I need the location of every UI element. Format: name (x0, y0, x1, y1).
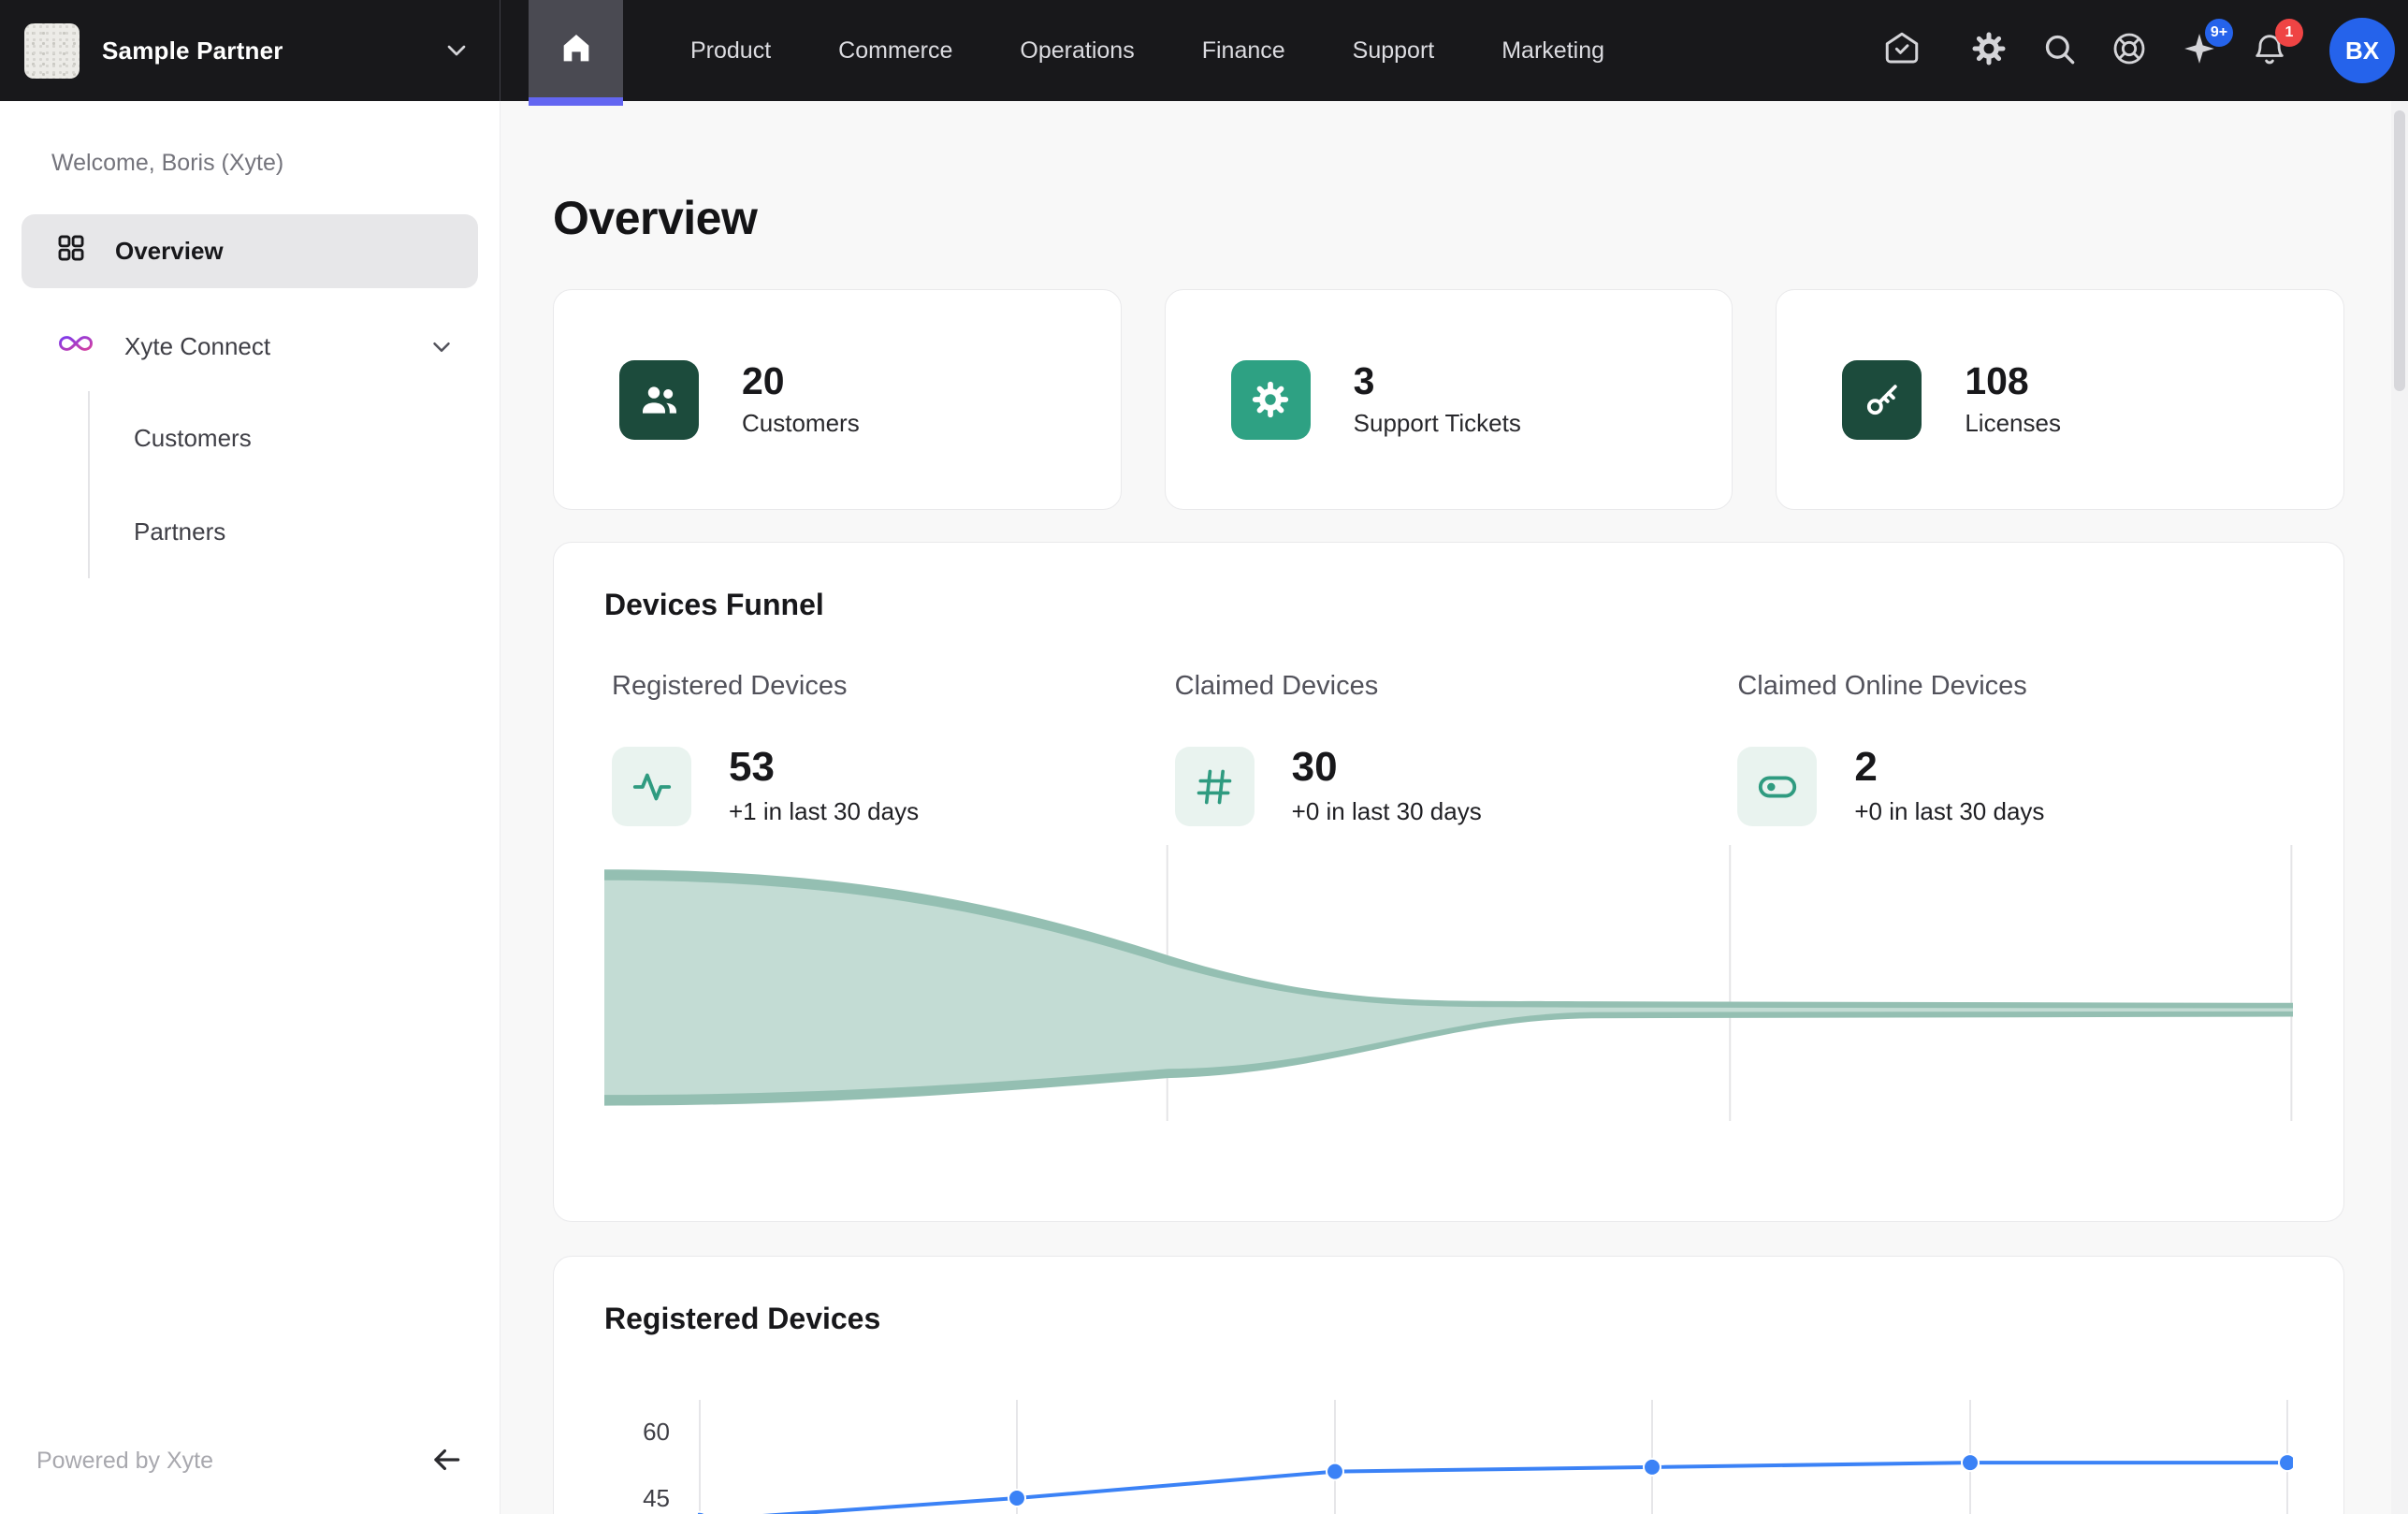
topbar: Sample Partner Product Commerce Operatio… (0, 0, 2408, 106)
search-icon (2040, 30, 2078, 72)
scrollbar-thumb[interactable] (2394, 110, 2405, 391)
sidebar-item-xyte-connect[interactable]: Xyte Connect (22, 310, 478, 384)
connect-subtree: Customers Partners (88, 391, 478, 578)
gear-icon (1970, 30, 2008, 72)
funnel-stage: 2 +0 in last 30 days (1737, 747, 2293, 826)
panel-title: Devices Funnel (604, 588, 824, 621)
stats-row: 20 Customers 3 Support Tickets 108 Licen… (553, 289, 2344, 510)
nav-item-operations[interactable]: Operations (1020, 36, 1135, 64)
stat-label: Licenses (1965, 408, 2061, 437)
tab-home[interactable] (529, 0, 623, 106)
xyte-connect-infinity-icon (55, 331, 96, 362)
stage-value: 30 (1291, 744, 1338, 790)
partner-name: Sample Partner (102, 36, 283, 65)
stage-text: 53 +1 in last 30 days (729, 747, 919, 826)
home-icon (558, 30, 595, 72)
stage-delta: +0 in last 30 days (1854, 797, 2045, 825)
search-button[interactable] (2037, 28, 2082, 73)
key-icon (1842, 359, 1922, 440)
welcome-text: Welcome, Boris (Xyte) (51, 150, 284, 176)
help-lifebuoy-icon (2111, 30, 2148, 72)
stage-text: 2 +0 in last 30 days (1854, 747, 2044, 826)
sidebar-item-partners[interactable]: Partners (134, 517, 226, 546)
y-tick-60: 60 (643, 1418, 670, 1446)
stage-delta: +0 in last 30 days (1291, 797, 1482, 825)
sidebar-footer: Powered by Xyte (36, 1432, 475, 1490)
mail-check-icon (1882, 29, 1922, 73)
funnel-col-title: Claimed Devices (1174, 671, 1379, 701)
funnel-col-claimed: Claimed Devices 30 +0 in last 30 days (1168, 671, 1731, 826)
stat-value: 3 (1353, 359, 1375, 403)
settings-button[interactable] (1966, 28, 2011, 73)
stat-text: 108 Licenses (1965, 361, 2061, 437)
gear-icon (1230, 359, 1311, 440)
collapse-sidebar-button[interactable] (417, 1432, 475, 1490)
sidebar-item-overview[interactable]: Overview (22, 214, 478, 288)
funnel-stage: 30 +0 in last 30 days (1174, 747, 1731, 826)
activity-icon (612, 747, 691, 826)
stat-text: 20 Customers (742, 361, 860, 437)
funnel-chart (604, 845, 2293, 1121)
nav-item-marketing[interactable]: Marketing (1501, 36, 1604, 64)
panel-title: Registered Devices (604, 1302, 881, 1335)
sidebar: Welcome, Boris (Xyte) Overview Xyte Conn… (0, 101, 500, 1514)
ai-badge: 9+ (2205, 19, 2233, 47)
user-avatar[interactable]: BX (2329, 18, 2395, 83)
notifications-button[interactable]: 1 (2247, 19, 2303, 73)
funnel-area-svg (604, 845, 2293, 1121)
stat-label: Support Tickets (1353, 408, 1521, 437)
stat-card-customers[interactable]: 20 Customers (553, 289, 1122, 510)
dashboard-grid-icon (55, 232, 87, 270)
chevron-down-icon (428, 333, 456, 361)
stage-text: 30 +0 in last 30 days (1292, 747, 1482, 826)
arrow-left-icon (428, 1442, 464, 1480)
chevron-down-icon (442, 36, 471, 66)
nav-item-product[interactable]: Product (690, 36, 772, 64)
registered-devices-panel: Registered Devices 60 45 (553, 1256, 2344, 1514)
stat-label: Customers (742, 408, 860, 437)
partner-selector[interactable]: Sample Partner (0, 0, 500, 101)
people-icon (619, 359, 699, 440)
main-content: Overview 20 Customers 3 Support Tickets (500, 101, 2408, 1514)
stage-value: 2 (1854, 744, 1878, 790)
bell-icon (2251, 30, 2288, 72)
nav-item-commerce[interactable]: Commerce (838, 36, 953, 64)
devices-funnel-panel: Devices Funnel Registered Devices 53 +1 … (553, 542, 2344, 1222)
sidebar-item-label: Overview (115, 237, 224, 265)
page-title: Overview (553, 192, 758, 244)
y-tick-45: 45 (643, 1484, 670, 1512)
help-button[interactable] (2107, 28, 2152, 73)
stage-value: 53 (729, 744, 775, 790)
notifications-badge: 1 (2275, 19, 2303, 47)
funnel-col-registered: Registered Devices 53 +1 in last 30 days (604, 671, 1168, 826)
line-chart-svg (698, 1372, 2293, 1514)
toggle-icon (1737, 747, 1818, 826)
hash-icon (1174, 747, 1255, 826)
nav-item-finance[interactable]: Finance (1201, 36, 1285, 64)
registered-line-chart: 60 45 (604, 1372, 2293, 1514)
nav-item-support[interactable]: Support (1352, 36, 1435, 64)
partner-logo (24, 22, 80, 79)
sparkle-icon (2182, 31, 2217, 71)
topbar-actions: 9+ 1 BX (1879, 0, 2408, 101)
stat-text: 3 Support Tickets (1354, 361, 1521, 437)
mail-check-button[interactable] (1879, 28, 1924, 73)
stat-card-licenses[interactable]: 108 Licenses (1776, 289, 2344, 510)
sidebar-item-label: Xyte Connect (124, 332, 271, 360)
scrollbar-track[interactable] (2391, 101, 2408, 1514)
top-nav: Product Commerce Operations Finance Supp… (690, 0, 1604, 101)
funnel-stage: 53 +1 in last 30 days (612, 747, 1168, 826)
stage-delta: +1 in last 30 days (729, 797, 920, 825)
powered-by-text: Powered by Xyte (36, 1447, 213, 1474)
stat-value: 108 (1965, 359, 2029, 403)
ai-assist-button[interactable]: 9+ (2177, 19, 2233, 73)
sidebar-item-customers[interactable]: Customers (134, 423, 252, 452)
funnel-col-claimed-online: Claimed Online Devices 2 +0 in last 30 d… (1730, 671, 2293, 826)
stat-value: 20 (742, 359, 785, 403)
funnel-col-title: Registered Devices (612, 671, 848, 701)
funnel-columns: Registered Devices 53 +1 in last 30 days… (604, 671, 2293, 826)
funnel-col-title: Claimed Online Devices (1737, 671, 2027, 701)
stat-card-support-tickets[interactable]: 3 Support Tickets (1164, 289, 1733, 510)
